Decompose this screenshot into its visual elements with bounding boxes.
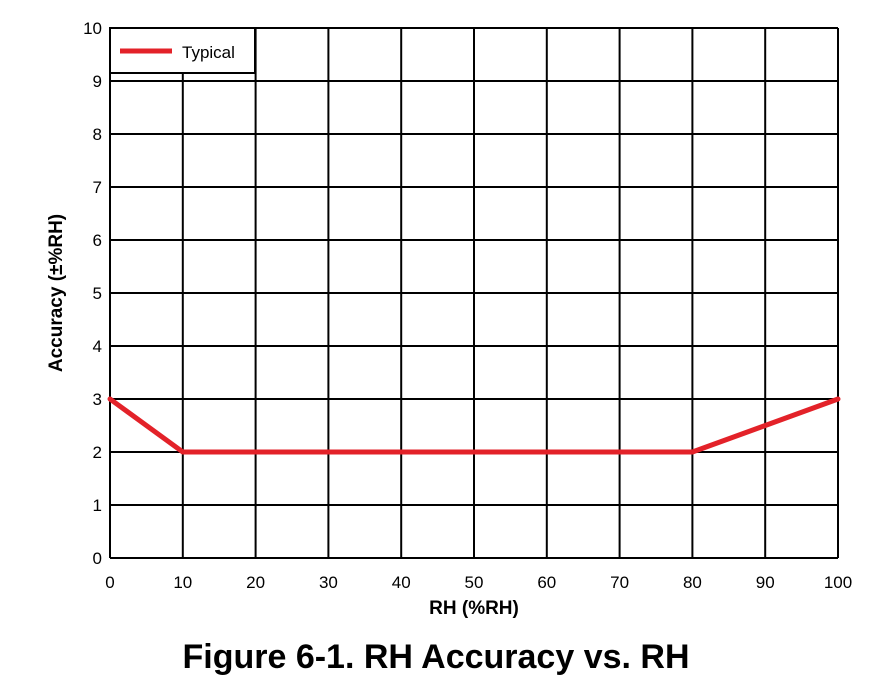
x-tick-label: 30 xyxy=(319,573,338,592)
x-tick-label: 80 xyxy=(683,573,702,592)
y-tick-label: 4 xyxy=(93,337,102,356)
x-tick-label: 70 xyxy=(610,573,629,592)
x-tick-label: 90 xyxy=(756,573,775,592)
y-tick-label: 0 xyxy=(93,549,102,568)
series-point xyxy=(835,396,841,402)
series-point xyxy=(180,449,186,455)
x-tick-label: 40 xyxy=(392,573,411,592)
x-tick-labels: 0 10 20 30 40 50 60 70 80 90 100 xyxy=(105,573,852,592)
x-tick-label: 60 xyxy=(537,573,556,592)
y-tick-label: 3 xyxy=(93,390,102,409)
x-tick-label: 50 xyxy=(465,573,484,592)
series-point xyxy=(107,396,113,402)
y-tick-label: 7 xyxy=(93,178,102,197)
y-tick-label: 8 xyxy=(93,125,102,144)
x-tick-label: 100 xyxy=(824,573,852,592)
legend-label-typical: Typical xyxy=(182,43,235,62)
y-tick-label: 6 xyxy=(93,231,102,250)
y-tick-label: 9 xyxy=(93,72,102,91)
figure-caption: Figure 6-1. RH Accuracy vs. RH xyxy=(182,638,690,676)
rh-accuracy-chart: 0 10 20 30 40 50 60 70 80 90 100 0 1 2 3 4 5 6 7 8 9 10 RH (… xyxy=(46,19,852,619)
y-tick-labels: 0 1 2 3 4 5 6 7 8 9 10 xyxy=(83,19,102,568)
series-layer xyxy=(107,396,841,455)
y-axis-title: Accuracy (±%RH) xyxy=(46,214,67,372)
series-point xyxy=(689,449,695,455)
series-line-typical xyxy=(108,396,839,455)
y-tick-label: 2 xyxy=(93,443,102,462)
grid xyxy=(109,27,839,559)
legend: Typical xyxy=(109,27,256,74)
x-axis-title: RH (%RH) xyxy=(429,598,519,619)
y-tick-label: 10 xyxy=(83,19,102,38)
x-tick-label: 20 xyxy=(246,573,265,592)
x-tick-label: 10 xyxy=(173,573,192,592)
y-tick-label: 5 xyxy=(93,284,102,303)
x-tick-label: 0 xyxy=(105,573,114,592)
y-tick-label: 1 xyxy=(93,496,102,515)
